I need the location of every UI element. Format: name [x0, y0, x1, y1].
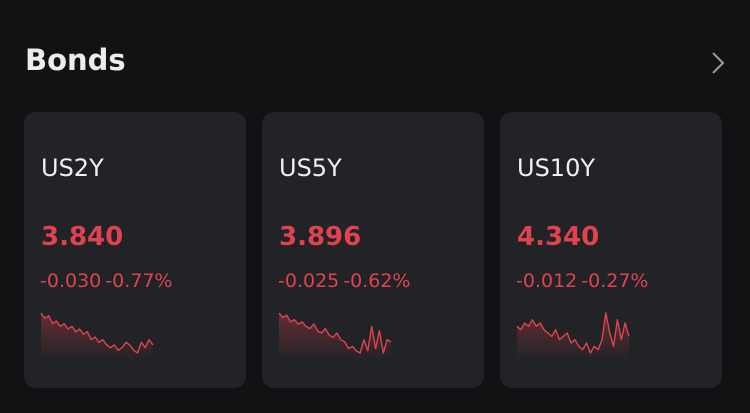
bond-change: -0.025 -0.62%: [278, 270, 414, 292]
sparkline-line: [40, 312, 154, 354]
bond-change: -0.030 -0.77%: [40, 270, 176, 292]
more-chevron[interactable]: [708, 50, 728, 76]
sparkline-area: [279, 313, 391, 360]
sparkline: [40, 312, 154, 360]
sparkline: [278, 312, 392, 360]
change-percent: -0.27%: [581, 270, 649, 292]
sparkline-area: [517, 313, 629, 360]
sparkline: [516, 312, 630, 360]
bond-card[interactable]: US2Y 3.840 -0.030 -0.77%: [24, 112, 246, 388]
change-value: -0.030: [40, 270, 102, 292]
sparkline-line: [278, 312, 392, 354]
bond-change: -0.012 -0.27%: [516, 270, 652, 292]
bond-name: US10Y: [517, 154, 595, 182]
sparkline-area: [41, 313, 153, 360]
change-value: -0.025: [278, 270, 340, 292]
bond-price: 3.896: [279, 222, 362, 252]
sparkline-line: [516, 312, 630, 354]
bond-price: 3.840: [41, 222, 124, 252]
section-title: Bonds: [25, 43, 126, 77]
change-percent: -0.77%: [105, 270, 173, 292]
change-percent: -0.62%: [343, 270, 411, 292]
bond-card[interactable]: US10Y 4.340 -0.012 -0.27%: [500, 112, 722, 388]
bond-name: US5Y: [279, 154, 342, 182]
bond-price: 4.340: [517, 222, 600, 252]
bond-card[interactable]: US5Y 3.896 -0.025 -0.62%: [262, 112, 484, 388]
change-value: -0.012: [516, 270, 578, 292]
bond-name: US2Y: [41, 154, 104, 182]
